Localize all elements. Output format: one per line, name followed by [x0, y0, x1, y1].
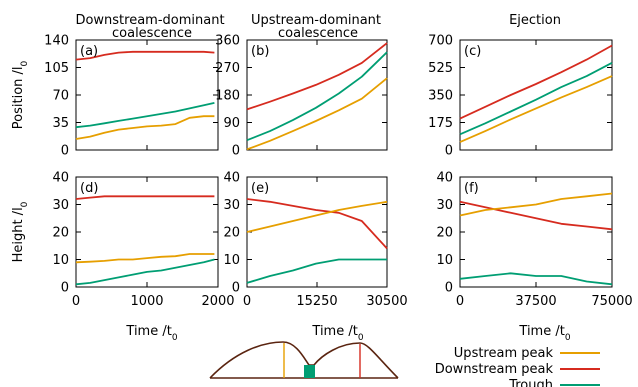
panel-b: 0 90 180 270 360 (b)	[215, 34, 388, 159]
y-tick-label: 70	[52, 89, 69, 104]
y-tick-label: 105	[44, 61, 69, 76]
legend-label-downstream: Downstream peak	[435, 362, 554, 377]
y-tick-label: 270	[215, 61, 240, 76]
series-line-downstream	[246, 198, 388, 250]
y-tick-label: 40	[223, 171, 240, 186]
y-tick-label: 10	[52, 253, 69, 268]
y-tick-label: 30	[436, 198, 453, 213]
y-tick-label: 0	[232, 281, 240, 296]
y-tick-label: 0	[445, 281, 453, 296]
column-title-ejection: Ejection	[509, 13, 561, 28]
series-line-downstream	[459, 44, 613, 120]
xlabel-a: Time /t0	[125, 324, 177, 343]
series-line-upstream	[246, 200, 388, 233]
x-tick-label: 1000	[130, 294, 163, 309]
series-line-upstream	[75, 115, 215, 140]
panel-label: (e)	[251, 181, 269, 196]
panel-e: 0 10 20 30 40 0 15250 30500 (e)	[223, 171, 407, 310]
panel-label: (c)	[464, 44, 481, 59]
xlabel-b: Time /t0	[311, 324, 363, 343]
column-title-downstream: Downstream-dominant coalescence	[75, 13, 224, 41]
series-line-upstream	[459, 192, 613, 217]
series-line-upstream	[246, 77, 388, 151]
y-tick-label: 140	[44, 34, 69, 49]
series-line-downstream	[459, 200, 613, 231]
trough-marker	[304, 365, 315, 378]
series-line-upstream	[459, 75, 613, 143]
y-tick-label: 180	[215, 89, 240, 104]
x-tick-label: 37500	[515, 294, 556, 309]
x-tick-label: 0	[72, 294, 80, 309]
series-line-downstream	[246, 42, 388, 111]
y-tick-label: 10	[223, 253, 240, 268]
series-line-trough	[75, 102, 215, 129]
y-tick-label: 700	[428, 34, 453, 49]
plot-frame	[459, 39, 613, 151]
x-tick-label: 0	[456, 294, 464, 309]
y-tick-label: 30	[223, 198, 240, 213]
series-line-trough	[75, 258, 215, 286]
y-tick-label: 40	[52, 171, 69, 186]
legend-label-upstream: Upstream peak	[454, 346, 554, 361]
y-tick-label: 10	[436, 253, 453, 268]
y-tick-label: 90	[223, 116, 240, 131]
y-tick-label: 0	[445, 144, 453, 159]
y-tick-label: 525	[428, 61, 453, 76]
y-tick-label: 350	[428, 89, 453, 104]
y-tick-label: 360	[215, 34, 240, 49]
x-tick-label: 15250	[296, 294, 337, 309]
panel-label: (b)	[251, 44, 269, 59]
legend-label-trough: Trough	[508, 378, 553, 387]
xlabel-c: Time /t0	[518, 324, 570, 343]
wave-profile	[209, 341, 399, 379]
x-tick-label: 2000	[201, 294, 234, 309]
x-tick-label: 0	[243, 294, 251, 309]
y-tick-label: 0	[232, 144, 240, 159]
series-line-downstream	[75, 50, 215, 61]
column-title-upstream: Upstream-dominant coalescence	[251, 13, 381, 41]
series-line-downstream	[75, 195, 215, 200]
ylabel-position: Position /l0	[11, 60, 30, 129]
y-tick-label: 20	[52, 226, 69, 241]
series-line-trough	[246, 51, 388, 142]
y-tick-label: 35	[52, 116, 69, 131]
y-tick-label: 0	[61, 281, 69, 296]
y-tick-label: 20	[223, 226, 240, 241]
wave-sketch	[209, 341, 399, 379]
panel-c: 0 175 350 525 700 (c)	[428, 34, 613, 159]
panel-label: (f)	[464, 181, 479, 196]
panel-label: (a)	[80, 44, 98, 59]
plot-frame	[459, 176, 613, 288]
x-tick-label: 75000	[591, 294, 632, 309]
y-tick-label: 175	[428, 116, 453, 131]
series-line-trough	[246, 258, 387, 284]
panel-label: (d)	[80, 181, 98, 196]
panel-d: 0 10 20 30 40 0 1000 2000 (d)	[52, 171, 234, 310]
ylabel-height: Height /l0	[11, 201, 30, 262]
y-tick-label: 40	[436, 171, 453, 186]
panel-f: 0 10 20 30 40 0 37500 75000 (f)	[436, 171, 632, 310]
y-tick-label: 0	[61, 144, 69, 159]
x-tick-label: 30500	[366, 294, 407, 309]
series-line-trough	[459, 272, 613, 286]
y-tick-label: 20	[436, 226, 453, 241]
panel-a: 0 35 70 105 140 (a)	[44, 34, 219, 159]
y-tick-label: 30	[52, 198, 69, 213]
series-line-trough	[459, 62, 613, 136]
series-line-upstream	[75, 253, 215, 264]
